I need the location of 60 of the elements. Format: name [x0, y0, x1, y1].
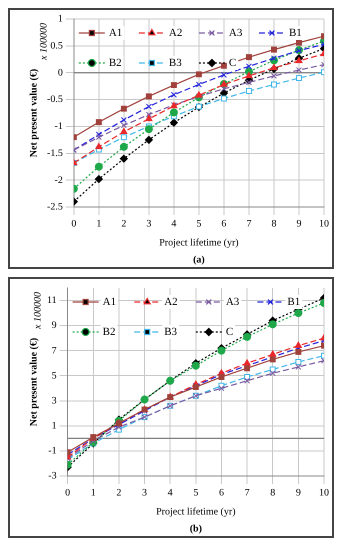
x-tick-label: 10 — [319, 488, 329, 499]
y-tick-label: -2.5 — [46, 202, 63, 213]
x-axis-title: Project lifetime (yr) — [159, 238, 239, 249]
y-tick-label: 1 — [58, 14, 63, 25]
legend-label: B1 — [287, 296, 300, 308]
legend-label: C — [228, 56, 236, 69]
x-tick-label: 4 — [171, 218, 176, 230]
y-tick-label: -1.5 — [46, 148, 63, 159]
y-tick-label: 7 — [52, 345, 57, 356]
y-axis-title: Net present value (€) — [28, 68, 40, 158]
legend-label: B1 — [288, 26, 302, 39]
legend-label: B3 — [168, 56, 182, 69]
y-tick-label: 3 — [52, 395, 57, 406]
legend-label: B3 — [164, 326, 178, 338]
x-tick-label: 3 — [142, 488, 148, 499]
y-tick-label: 11 — [46, 295, 57, 306]
y-tick-label: 1 — [52, 420, 57, 432]
text: x 100000 — [38, 23, 50, 61]
y-tick-label: 5 — [52, 370, 57, 382]
x-tick-label: 6 — [218, 488, 224, 499]
y-axis-title: Net present value (€) — [28, 338, 40, 426]
y-tick-label: 0.5 — [50, 40, 63, 52]
text: (b) — [190, 524, 202, 535]
x-tick-label: 1 — [96, 218, 102, 230]
legend-label: A1 — [108, 26, 122, 39]
x-tick-label: 3 — [146, 218, 152, 230]
x-tick-label: 9 — [296, 488, 301, 499]
x-axis-title: Project lifetime (yr) — [156, 506, 236, 518]
legend-label: A1 — [102, 296, 116, 308]
y-tick-label: -0.5 — [46, 94, 63, 106]
y-tick-label: 0 — [58, 67, 63, 78]
x-tick-label: 4 — [168, 488, 173, 499]
y-tick-label: -2 — [54, 174, 63, 186]
y-tick-label: -1 — [48, 446, 57, 457]
x-tick-label: 7 — [244, 488, 250, 499]
legend-label: C — [226, 326, 234, 338]
x-tick-label: 8 — [270, 488, 276, 499]
x-tick-label: 10 — [319, 218, 329, 230]
y-tick-label: -3 — [48, 470, 57, 482]
y-tick-label: 9 — [52, 320, 57, 332]
x-tick-label: 5 — [193, 488, 198, 499]
x-tick-label: 8 — [271, 218, 276, 230]
legend-label: A3 — [228, 26, 243, 39]
text: x 100000 — [32, 292, 44, 330]
x-tick-label: 2 — [121, 218, 126, 230]
legend-label: A2 — [168, 26, 182, 39]
legend-label: A3 — [226, 296, 240, 308]
y-tick-label: -1 — [54, 121, 63, 132]
x-tick-label: 1 — [90, 488, 96, 499]
x-tick-label: 0 — [65, 488, 70, 499]
x-tick-label: 2 — [116, 488, 122, 499]
x-tick-label: 9 — [296, 218, 302, 230]
legend-label: B2 — [102, 326, 116, 338]
legend-label: A2 — [164, 296, 178, 308]
x-tick-label: 0 — [71, 218, 76, 230]
x-tick-label: 5 — [196, 218, 202, 230]
x-tick-label: 6 — [221, 218, 226, 230]
text: (a) — [193, 254, 205, 266]
legend-label: B2 — [108, 56, 122, 69]
x-tick-label: 7 — [246, 218, 252, 230]
